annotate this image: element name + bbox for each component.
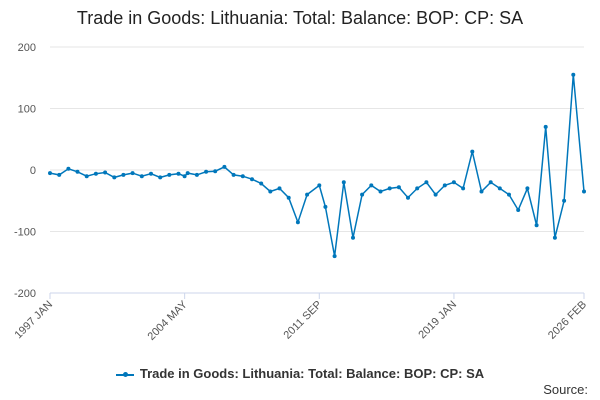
data-point[interactable] (369, 183, 374, 188)
data-point[interactable] (305, 192, 310, 197)
data-point[interactable] (57, 172, 62, 177)
x-tick-label: 2026 FEB (546, 299, 589, 342)
data-point[interactable] (516, 208, 521, 212)
data-point[interactable] (534, 223, 539, 228)
data-point[interactable] (204, 169, 209, 174)
data-point[interactable] (571, 72, 576, 77)
gridlines (50, 46, 584, 294)
y-tick-label: 0 (30, 165, 36, 177)
data-point[interactable] (295, 220, 300, 225)
chart-title: Trade in Goods: Lithuania: Total: Balanc… (76, 8, 524, 28)
data-point[interactable] (479, 189, 484, 194)
data-point[interactable] (75, 169, 80, 174)
legend[interactable]: Trade in Goods: Lithuania: Total: Balanc… (0, 366, 600, 381)
y-tick-label: -100 (14, 227, 36, 239)
data-point[interactable] (507, 192, 511, 197)
data-point[interactable] (582, 189, 586, 194)
data-point[interactable] (93, 171, 98, 176)
series-line (49, 74, 585, 257)
data-point[interactable] (562, 198, 567, 203)
series-layer (48, 72, 586, 259)
data-point[interactable] (103, 170, 108, 175)
x-tick-label: 2011 SEP (281, 299, 324, 342)
data-point[interactable] (66, 166, 71, 171)
data-point[interactable] (470, 149, 475, 154)
data-point[interactable] (112, 175, 117, 180)
data-point[interactable] (240, 174, 245, 179)
y-tick-label: 200 (18, 42, 36, 54)
data-point[interactable] (323, 204, 328, 209)
data-point[interactable] (176, 171, 181, 176)
data-point[interactable] (194, 172, 199, 177)
data-point[interactable] (351, 235, 355, 240)
data-point[interactable] (488, 180, 493, 185)
x-tick-label: 2019 JAN (416, 299, 459, 342)
data-point[interactable] (286, 195, 291, 200)
x-tick-label: 1997 JAN (12, 299, 55, 342)
data-point[interactable] (139, 174, 144, 179)
data-point[interactable] (48, 171, 52, 176)
legend-swatch (115, 371, 134, 377)
y-tick-label: -200 (14, 288, 36, 300)
data-point[interactable] (461, 186, 466, 191)
data-point[interactable] (182, 174, 187, 179)
data-point[interactable] (317, 183, 322, 188)
data-point[interactable] (543, 124, 548, 129)
data-point[interactable] (213, 169, 218, 174)
data-point[interactable] (277, 186, 282, 191)
data-point[interactable] (525, 186, 530, 191)
data-point[interactable] (451, 180, 456, 185)
data-point[interactable] (424, 180, 429, 185)
x-tick-label: 2004 MAY (146, 298, 191, 343)
data-point[interactable] (222, 164, 227, 169)
data-point[interactable] (130, 171, 135, 176)
data-point[interactable] (341, 180, 346, 185)
data-point[interactable] (121, 172, 126, 177)
data-point[interactable] (433, 192, 438, 197)
y-tick-label: 100 (18, 104, 36, 116)
data-point[interactable] (332, 254, 337, 259)
legend-label: Trade in Goods: Lithuania: Total: Balanc… (139, 366, 485, 381)
data-point[interactable] (360, 192, 365, 197)
data-point[interactable] (259, 181, 264, 186)
data-point[interactable] (231, 172, 236, 177)
data-point[interactable] (167, 172, 172, 177)
data-point[interactable] (250, 177, 254, 182)
data-point[interactable] (149, 171, 153, 176)
data-point[interactable] (442, 183, 447, 188)
source-label: Source: (543, 382, 588, 397)
data-point[interactable] (387, 186, 392, 191)
data-point[interactable] (396, 185, 401, 190)
data-point[interactable] (552, 235, 557, 240)
data-point[interactable] (497, 186, 502, 191)
data-point[interactable] (378, 189, 383, 194)
data-point[interactable] (268, 189, 273, 194)
data-point[interactable] (185, 171, 190, 176)
data-point[interactable] (406, 195, 410, 200)
data-point[interactable] (415, 186, 420, 191)
data-point[interactable] (84, 174, 89, 179)
data-point[interactable] (158, 175, 163, 180)
